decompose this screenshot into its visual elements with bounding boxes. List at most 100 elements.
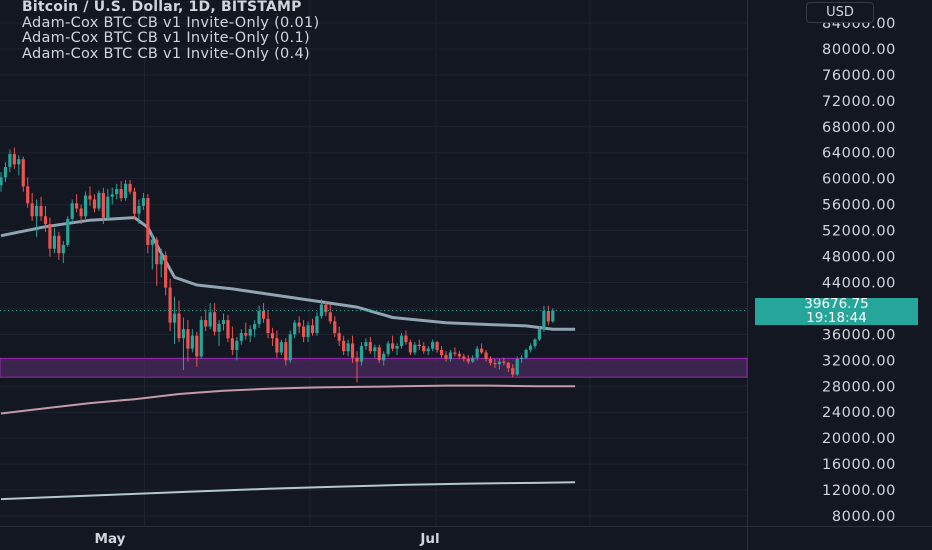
candle — [551, 310, 555, 322]
y-tick-label: 36000.00 — [822, 327, 896, 343]
candle — [337, 333, 341, 341]
candle — [520, 357, 524, 360]
candle — [0, 177, 3, 186]
candle — [199, 320, 203, 357]
y-tick-label: 60000.00 — [822, 172, 896, 188]
candle — [359, 346, 364, 362]
candle — [141, 198, 145, 206]
candle — [115, 189, 119, 195]
ma-long-line — [0, 481, 576, 501]
candle — [164, 255, 168, 288]
candle — [302, 326, 306, 337]
candle — [426, 348, 430, 352]
candle — [132, 191, 137, 214]
candle — [368, 342, 372, 352]
candle — [57, 235, 61, 254]
candle — [75, 203, 79, 209]
candle — [208, 312, 212, 327]
ma-mid-line — [0, 384, 576, 415]
candle — [528, 346, 533, 350]
candle — [435, 342, 439, 350]
candle — [431, 342, 435, 349]
candle — [66, 218, 70, 245]
candle — [101, 192, 105, 218]
candle — [546, 310, 550, 322]
candle — [195, 335, 199, 357]
x-tick-label: Jul — [419, 531, 439, 547]
candle — [328, 312, 332, 322]
candle — [471, 357, 475, 362]
candle — [52, 235, 56, 249]
y-tick-label: 68000.00 — [822, 120, 896, 136]
candle — [319, 304, 323, 317]
candle — [48, 224, 52, 249]
candle — [261, 310, 266, 319]
chart-legend: Bitcoin / U.S. Dollar, 1D, BITSTAMP Adam… — [22, 0, 319, 62]
candle — [453, 352, 457, 354]
indicator-legend-1[interactable]: Adam-Cox BTC CB v1 Invite-Only (0.01) — [22, 14, 320, 31]
candle — [190, 335, 194, 349]
y-tick-label: 32000.00 — [822, 353, 896, 369]
candle — [297, 322, 301, 327]
candle — [172, 313, 177, 323]
candle — [364, 342, 368, 347]
candle — [417, 344, 421, 347]
candle — [83, 195, 88, 217]
candle — [70, 203, 74, 219]
candle — [21, 159, 25, 187]
candle — [226, 320, 230, 339]
candle — [342, 340, 346, 352]
candle — [124, 183, 128, 199]
candle — [475, 348, 479, 358]
candle — [177, 313, 181, 339]
candle — [155, 239, 159, 265]
candle — [480, 348, 484, 353]
candle — [444, 355, 448, 360]
indicator-legend-3[interactable]: Adam-Cox BTC CB v1 Invite-Only (0.4) — [22, 45, 310, 62]
candle — [150, 239, 154, 245]
candle — [306, 325, 310, 337]
y-tick-label: 20000.00 — [822, 431, 896, 447]
candle — [288, 334, 292, 361]
x-tick-label: May — [95, 531, 126, 547]
candle — [39, 205, 43, 217]
candle — [159, 255, 163, 265]
candle — [497, 361, 501, 365]
candle — [106, 196, 110, 218]
symbol-title[interactable]: Bitcoin / U.S. Dollar, 1D, BITSTAMP — [22, 0, 302, 15]
candle — [537, 329, 542, 340]
candle — [79, 208, 83, 217]
candle — [248, 329, 252, 336]
candle — [284, 342, 288, 361]
candle — [404, 335, 408, 343]
candle — [533, 339, 537, 347]
candle — [373, 347, 377, 352]
candle — [542, 310, 546, 330]
y-tick-label: 64000.00 — [822, 146, 896, 162]
candle — [217, 323, 221, 332]
candle — [310, 325, 315, 334]
indicator-legend-2[interactable]: Adam-Cox BTC CB v1 Invite-Only (0.1) — [22, 30, 310, 46]
candle — [266, 318, 270, 334]
candle — [12, 153, 16, 165]
candle — [395, 346, 399, 349]
candle — [524, 349, 528, 358]
candle — [439, 349, 444, 356]
y-tick-label: 16000.00 — [822, 457, 896, 473]
candle — [88, 195, 92, 200]
candle — [324, 304, 328, 313]
candle — [279, 342, 283, 353]
y-tick-label: 52000.00 — [822, 224, 896, 240]
candle — [413, 344, 417, 353]
candle — [204, 320, 208, 327]
y-tick-label: 80000.00 — [822, 42, 896, 58]
candle — [346, 343, 350, 352]
currency-button[interactable]: USD — [806, 2, 874, 23]
candle — [168, 287, 172, 323]
candle — [235, 340, 239, 350]
candle — [275, 338, 279, 353]
support-zone — [0, 357, 748, 378]
candle — [186, 329, 190, 349]
candle — [448, 352, 453, 360]
